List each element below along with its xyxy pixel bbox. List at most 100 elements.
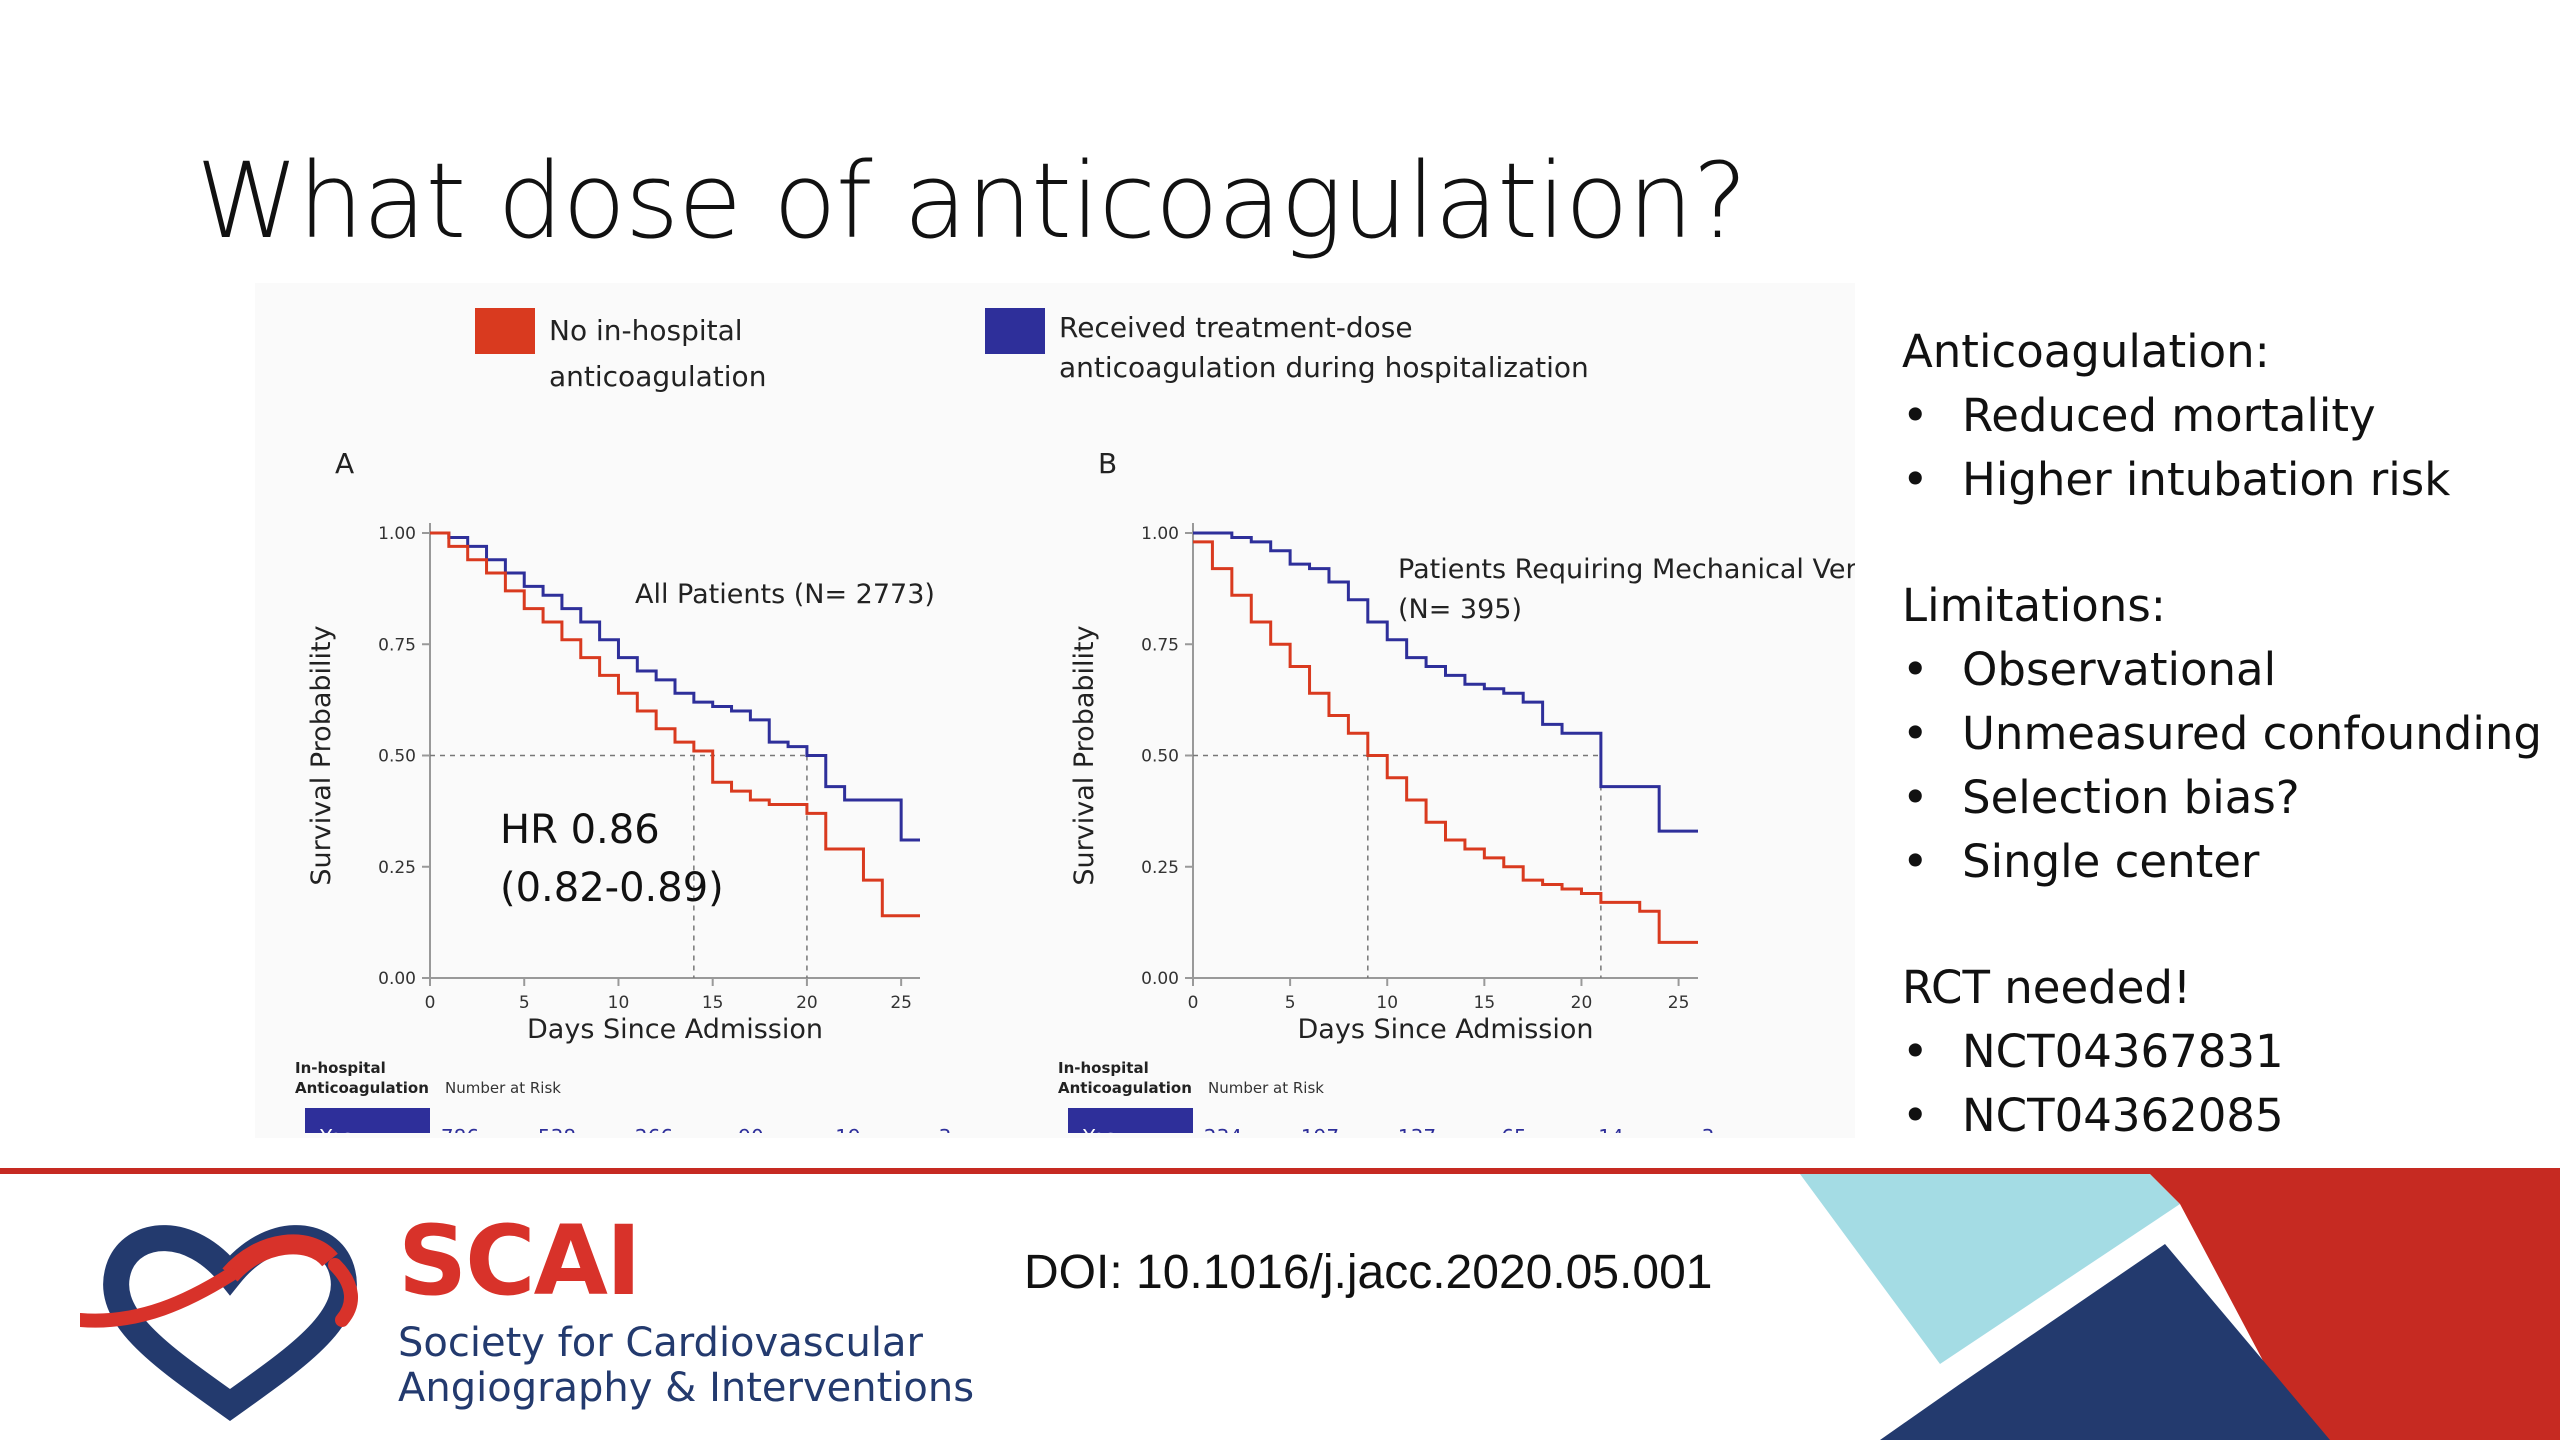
survival-curve-no-anticoag	[430, 531, 920, 918]
risk-table-subheader: Number at Risk	[1208, 1079, 1324, 1097]
slide-title: What dose of anticoagulation?	[196, 140, 1748, 262]
x-tick-label: 20	[796, 993, 818, 1013]
risk-table-cell: 234	[1204, 1125, 1242, 1133]
summary-bullets: Anticoagulation: Reduced mortality Highe…	[1902, 320, 2542, 1148]
y-tick-label: 0.50	[1141, 747, 1179, 767]
x-tick-label: 20	[1571, 993, 1593, 1013]
risk-table-header-line: In-hospital	[1058, 1059, 1149, 1077]
risk-table-row-label: Yes	[1082, 1125, 1115, 1133]
section-heading: Anticoagulation:	[1902, 325, 2270, 378]
risk-table-cell: 3	[1702, 1125, 1715, 1133]
y-axis-title: Survival Probability	[1069, 625, 1100, 885]
y-tick-label: 0.75	[1141, 635, 1179, 655]
legend-swatch-treatment-dose	[985, 308, 1045, 354]
footer-divider	[0, 1168, 2560, 1174]
survival-curve-no-anticoag	[1193, 540, 1698, 944]
bullet-item: NCT04367831	[1902, 1020, 2542, 1084]
legend-label-no-anticoag: No in-hospital anticoagulation	[549, 314, 767, 393]
bullet-item: Selection bias?	[1902, 766, 2542, 830]
corner-red-band	[2150, 1174, 2560, 1440]
heart-logo-icon	[80, 1225, 358, 1421]
panel-label: B	[1098, 447, 1117, 480]
bullet-list: Observational Unmeasured confounding Sel…	[1902, 638, 2542, 894]
corner-navy-band	[1880, 1244, 2330, 1440]
x-tick-label: 15	[702, 993, 724, 1013]
bullet-item: Observational	[1902, 638, 2542, 702]
panel-label: A	[335, 447, 354, 480]
x-tick-label: 0	[425, 993, 436, 1013]
x-axis-title: Days Since Admission	[527, 1014, 823, 1045]
section-heading: Limitations:	[1902, 579, 2166, 632]
y-tick-label: 0.25	[1141, 858, 1179, 878]
legend-swatch-no-anticoag	[475, 308, 535, 354]
bullet-list: NCT04367831 NCT04362085	[1902, 1020, 2542, 1148]
risk-table-row-label: Yes	[319, 1125, 352, 1133]
risk-table-cell: 14	[1598, 1125, 1623, 1133]
x-tick-label: 25	[1668, 993, 1690, 1013]
y-tick-label: 1.00	[378, 524, 416, 544]
legend-label-treatment-dose: Received treatment-dose anticoagulation …	[1059, 311, 1589, 384]
scai-logo: SCAI Society for Cardiovascular Angiogra…	[80, 1205, 980, 1425]
corner-decoration	[1800, 1174, 2560, 1440]
x-tick-label: 0	[1188, 993, 1199, 1013]
hazard-ratio-text: (0.82-0.89)	[500, 865, 724, 911]
x-tick-label: 5	[1285, 993, 1296, 1013]
km-panel-a: A 0.00 0.25 0.50 0.75 1.00 0 5 10 15 20 25 Days Sinc…	[295, 447, 952, 1133]
doi-citation: DOI: 10.1016/j.jacc.2020.05.001	[1024, 1246, 1713, 1299]
x-tick-label: 10	[608, 993, 630, 1013]
logo-subtitle-line1: Society for Cardiovascular	[398, 1320, 923, 1366]
risk-table-header-line: Anticoagulation	[295, 1079, 429, 1097]
risk-table-cell: 90	[738, 1125, 763, 1133]
section-limitations: Limitations: Observational Unmeasured co…	[1902, 574, 2542, 894]
logo-subtitle-line2: Angiography & Interventions	[398, 1365, 975, 1411]
risk-table-cell: 266	[635, 1125, 673, 1133]
x-tick-label: 15	[1474, 993, 1496, 1013]
y-tick-label: 1.00	[1141, 524, 1179, 544]
y-tick-label: 0.75	[378, 635, 416, 655]
corner-light-blue-band	[1800, 1174, 2180, 1364]
x-axis-title: Days Since Admission	[1298, 1014, 1594, 1045]
risk-table-row-swatch	[1068, 1108, 1193, 1133]
legend-item-treatment-dose: Received treatment-dose anticoagulation …	[985, 308, 1619, 388]
risk-table-cell: 19	[835, 1125, 860, 1133]
cohort-annotation: All Patients (N= 2773)	[635, 579, 935, 610]
risk-table-header-line: Anticoagulation	[1058, 1079, 1192, 1097]
annotation-line: (N= 395)	[1398, 594, 1522, 625]
risk-table-cell: 3	[939, 1125, 952, 1133]
risk-table-cell: 137	[1398, 1125, 1436, 1133]
y-tick-label: 0.25	[378, 858, 416, 878]
bullet-item: Higher intubation risk	[1902, 448, 2542, 512]
risk-table-cell: 65	[1501, 1125, 1526, 1133]
x-tick-label: 10	[1376, 993, 1398, 1013]
risk-table-cell: 538	[538, 1125, 576, 1133]
km-panel-b: B 0.00 0.25 0.50 0.75 1.00 0 5 10 15 20 25 Days Sinc…	[1058, 447, 1855, 1133]
x-tick-label: 5	[519, 993, 530, 1013]
annotation-line: Patients Requiring Mechanical Ventilatio…	[1398, 554, 1855, 585]
section-heading: RCT needed!	[1902, 961, 2191, 1014]
section-anticoagulation: Anticoagulation: Reduced mortality Highe…	[1902, 320, 2542, 512]
hazard-ratio-text: HR 0.86	[500, 807, 660, 853]
bullet-item: NCT04362085	[1902, 1084, 2542, 1148]
bullet-list: Reduced mortality Higher intubation risk	[1902, 384, 2542, 512]
section-rct: RCT needed! NCT04367831 NCT04362085	[1902, 956, 2542, 1148]
bullet-item: Unmeasured confounding	[1902, 702, 2542, 766]
y-axis-title: Survival Probability	[306, 625, 337, 885]
risk-table-subheader: Number at Risk	[445, 1079, 561, 1097]
survival-curve-treatment-dose	[430, 531, 920, 842]
x-tick-label: 25	[890, 993, 912, 1013]
risk-table-header-line: In-hospital	[295, 1059, 386, 1077]
y-tick-label: 0.50	[378, 747, 416, 767]
bullet-item: Reduced mortality	[1902, 384, 2542, 448]
logo-wordmark: SCAI	[398, 1205, 642, 1317]
risk-table-header: In-hospital Anticoagulation	[295, 1059, 429, 1097]
survival-curve-treatment-dose	[1193, 531, 1698, 833]
risk-table-cell: 197	[1301, 1125, 1339, 1133]
risk-table-header: In-hospital Anticoagulation	[1058, 1059, 1192, 1097]
risk-table-cell: 786	[441, 1125, 479, 1133]
cohort-annotation: Patients Requiring Mechanical Ventilatio…	[1398, 554, 1855, 625]
km-figure: No in-hospital anticoagulation Received …	[255, 283, 1855, 1138]
bullet-item: Single center	[1902, 830, 2542, 894]
risk-table-row-swatch	[305, 1108, 430, 1133]
y-tick-label: 0.00	[1141, 969, 1179, 989]
legend-item-no-anticoag: No in-hospital anticoagulation	[475, 308, 949, 400]
